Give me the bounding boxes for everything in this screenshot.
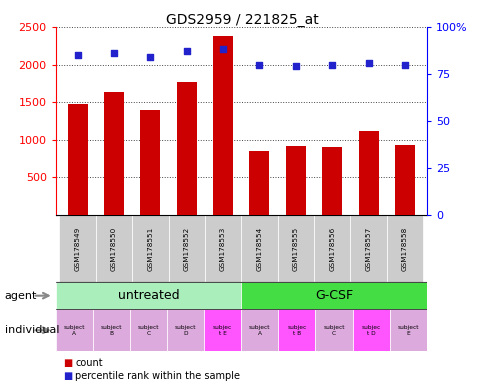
Bar xyxy=(278,309,315,351)
Point xyxy=(400,61,408,68)
Bar xyxy=(132,215,168,282)
Text: subjec
t E: subjec t E xyxy=(212,325,232,336)
Text: subject
B: subject B xyxy=(101,325,122,336)
Bar xyxy=(241,309,278,351)
Bar xyxy=(67,104,88,215)
Text: subject
A: subject A xyxy=(249,325,270,336)
Point xyxy=(255,61,263,68)
Text: GSM178554: GSM178554 xyxy=(256,227,262,271)
Text: individual: individual xyxy=(5,325,59,335)
Point xyxy=(110,50,118,56)
Text: count: count xyxy=(75,358,103,368)
Text: GSM178558: GSM178558 xyxy=(401,227,407,271)
Text: agent: agent xyxy=(5,291,37,301)
Bar xyxy=(315,309,352,351)
Bar xyxy=(389,309,426,351)
Bar xyxy=(93,309,130,351)
Text: GSM178550: GSM178550 xyxy=(111,227,117,271)
Text: GSM178556: GSM178556 xyxy=(329,227,334,271)
Bar xyxy=(212,36,233,215)
Text: subjec
t B: subjec t B xyxy=(287,325,306,336)
Text: percentile rank within the sample: percentile rank within the sample xyxy=(75,371,240,381)
Bar xyxy=(95,215,132,282)
Bar xyxy=(204,215,241,282)
Text: subjec
t D: subjec t D xyxy=(361,325,380,336)
Bar xyxy=(349,215,386,282)
Bar xyxy=(285,146,305,215)
Bar xyxy=(176,82,197,215)
Point xyxy=(328,61,335,68)
Bar xyxy=(241,282,426,309)
Bar xyxy=(130,309,166,351)
Bar xyxy=(140,111,160,215)
Point xyxy=(74,52,81,58)
Point xyxy=(146,54,154,60)
Text: GDS2959 / 221825_at: GDS2959 / 221825_at xyxy=(166,13,318,27)
Text: G-CSF: G-CSF xyxy=(314,289,352,302)
Text: ■: ■ xyxy=(63,371,72,381)
Text: GSM178551: GSM178551 xyxy=(147,227,153,271)
Bar xyxy=(59,215,95,282)
Bar xyxy=(394,145,414,215)
Text: subject
C: subject C xyxy=(137,325,159,336)
Bar xyxy=(204,309,241,351)
Point xyxy=(291,63,299,70)
Bar xyxy=(104,92,124,215)
Bar xyxy=(277,215,314,282)
Bar xyxy=(352,309,389,351)
Bar xyxy=(386,215,422,282)
Bar xyxy=(241,215,277,282)
Text: GSM178549: GSM178549 xyxy=(75,227,80,271)
Text: GSM178552: GSM178552 xyxy=(183,227,189,271)
Text: ■: ■ xyxy=(63,358,72,368)
Bar xyxy=(56,282,241,309)
Text: GSM178553: GSM178553 xyxy=(220,227,226,271)
Point xyxy=(364,60,372,66)
Point xyxy=(219,46,227,53)
Bar xyxy=(249,151,269,215)
Text: subject
E: subject E xyxy=(397,325,418,336)
Text: subject
C: subject C xyxy=(323,325,344,336)
Bar xyxy=(56,309,93,351)
Bar xyxy=(314,215,349,282)
Bar xyxy=(358,131,378,215)
Bar xyxy=(168,215,204,282)
Text: GSM178557: GSM178557 xyxy=(365,227,371,271)
Bar xyxy=(166,309,204,351)
Text: untreated: untreated xyxy=(118,289,179,302)
Text: subject
A: subject A xyxy=(63,325,85,336)
Text: GSM178555: GSM178555 xyxy=(292,227,298,271)
Text: subject
D: subject D xyxy=(175,325,196,336)
Bar xyxy=(321,147,342,215)
Point xyxy=(182,48,190,55)
